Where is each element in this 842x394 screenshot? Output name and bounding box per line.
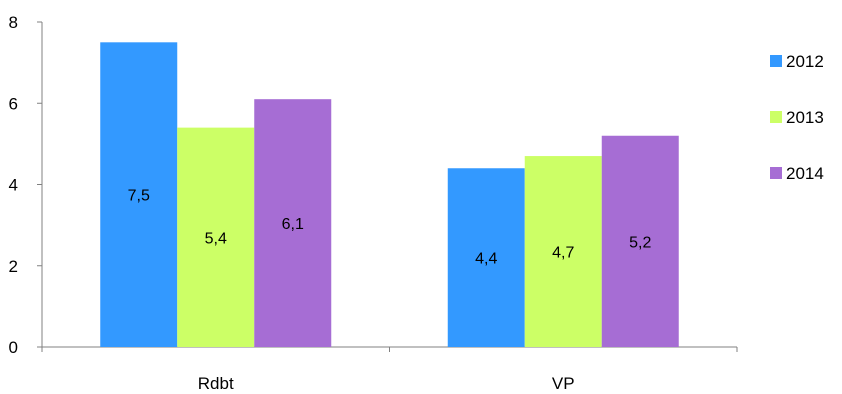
y-tick-label: 0 [9,338,18,357]
legend-swatch-2014 [770,167,782,179]
x-category-label: VP [552,374,575,393]
legend-label-2012: 2012 [786,52,824,71]
legend: 2012 2013 2014 [770,52,824,183]
data-label: 5,4 [205,230,227,247]
data-label: 4,4 [475,251,497,268]
bar-2012-rdbt [100,42,178,347]
bar-2013-rdbt [177,127,255,347]
y-tick-label: 2 [9,257,18,276]
legend-label-2014: 2014 [786,164,824,183]
legend-swatch-2012 [770,55,782,67]
y-tick-label: 4 [9,176,18,195]
data-label: 7,5 [128,188,150,205]
plot-area: 0 2 4 6 8 7,5 5,4 6,1 Rdbt 4,4 4,7 5,2 VP [9,13,738,393]
bar-2014-rdbt [254,99,332,347]
data-label: 6,1 [282,216,304,233]
y-tick-label: 6 [9,94,18,113]
y-tick-label: 8 [9,13,18,32]
legend-label-2013: 2013 [786,108,824,127]
data-label: 5,2 [629,234,651,251]
bar-2013-vp [524,156,602,347]
bar-2014-vp [601,135,679,347]
x-category-label: Rdbt [198,374,234,393]
data-label: 4,7 [552,245,574,262]
bar-2012-vp [447,168,525,347]
legend-swatch-2013 [770,111,782,123]
